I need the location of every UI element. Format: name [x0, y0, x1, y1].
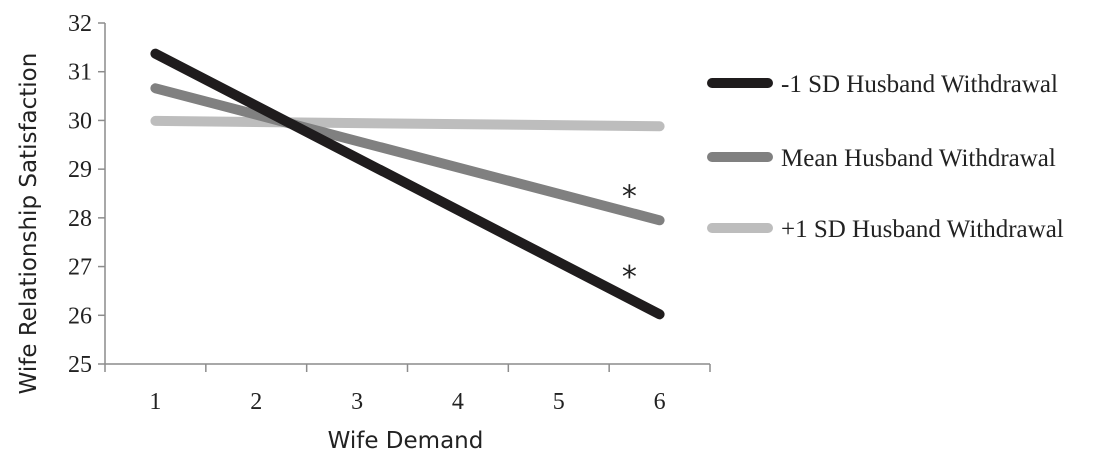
y-tick-label: 28: [68, 206, 92, 232]
significance-marker: *: [622, 180, 637, 215]
y-tick-label: 26: [68, 303, 92, 329]
significance-marker: *: [622, 260, 637, 295]
series-line-1: [150, 48, 665, 320]
y-axis-title: Wife Relationship Satisfaction: [16, 53, 42, 395]
plot-area: 25 26 27 28 29 30 31 32 1 2 3 4 5 6 * *: [68, 11, 711, 415]
x-tick-label: 1: [149, 389, 161, 415]
y-tick-label: 32: [68, 11, 92, 37]
series-line-2: [150, 83, 665, 226]
legend: -1 SD Husband Withdrawal Mean Husband Wit…: [707, 71, 1064, 243]
legend-label-1: -1 SD Husband Withdrawal: [781, 71, 1058, 98]
x-tick-label: 3: [351, 389, 363, 415]
y-tick-label: 25: [68, 352, 92, 378]
y-tick-label: 27: [68, 255, 92, 281]
x-axis-title: Wife Demand: [328, 428, 484, 454]
y-tick-label: 30: [68, 108, 92, 134]
x-tick-label: 6: [654, 389, 666, 415]
y-tick-label: 31: [68, 60, 92, 86]
x-tick-label: 5: [553, 389, 565, 415]
series-line-3: [150, 115, 665, 132]
y-tick-label: 29: [68, 157, 92, 183]
x-tick-label: 4: [452, 389, 464, 415]
legend-label-2: Mean Husband Withdrawal: [781, 145, 1056, 172]
x-tick-label: 2: [250, 389, 262, 415]
legend-label-3: +1 SD Husband Withdrawal: [781, 216, 1064, 243]
